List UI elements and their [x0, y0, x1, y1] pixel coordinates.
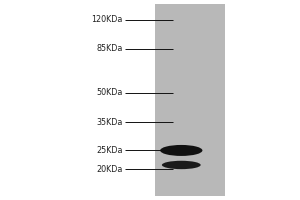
Text: 25KDa: 25KDa — [97, 146, 123, 155]
Ellipse shape — [160, 145, 203, 156]
Text: 35KDa: 35KDa — [97, 118, 123, 127]
Bar — [154, 4, 225, 196]
Text: 50KDa: 50KDa — [97, 88, 123, 97]
Ellipse shape — [162, 161, 201, 169]
Text: 120KDa: 120KDa — [92, 15, 123, 24]
Text: 85KDa: 85KDa — [97, 44, 123, 53]
Text: 20KDa: 20KDa — [97, 165, 123, 174]
